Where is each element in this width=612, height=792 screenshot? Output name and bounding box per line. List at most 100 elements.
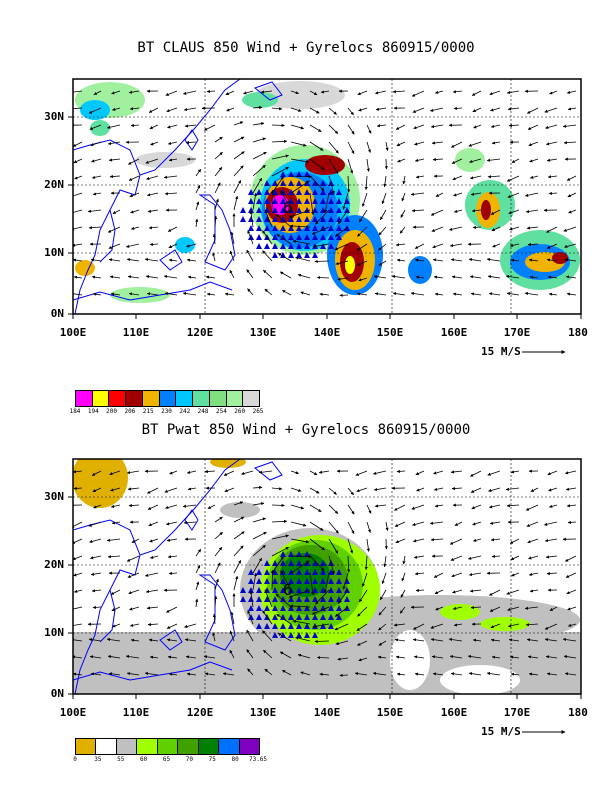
wind-vector bbox=[431, 655, 444, 659]
wind-vector bbox=[290, 554, 312, 559]
gyre-marker bbox=[272, 560, 278, 566]
gyre-marker bbox=[320, 623, 326, 629]
gyre-marker bbox=[320, 614, 326, 620]
wind-vector bbox=[347, 175, 351, 193]
wind-vector bbox=[88, 521, 102, 527]
wind-vector bbox=[452, 175, 463, 181]
panel1-reference-label: 15 M/S bbox=[481, 345, 521, 358]
wind-vector bbox=[414, 158, 425, 162]
panel1-ticks bbox=[68, 116, 582, 319]
wind-vector bbox=[396, 141, 406, 147]
wind-vector bbox=[546, 672, 558, 676]
wind-vector bbox=[548, 191, 558, 195]
wind-vector bbox=[506, 589, 520, 595]
wind-vector bbox=[229, 630, 235, 642]
wind-vector bbox=[471, 209, 482, 213]
wind-vector bbox=[319, 292, 330, 296]
wind-vector bbox=[146, 606, 159, 610]
wind-vector bbox=[92, 192, 102, 196]
wind-vector bbox=[373, 275, 387, 279]
colorbar-label: 265 bbox=[252, 408, 264, 415]
wind-vector bbox=[416, 487, 425, 492]
gyre-marker bbox=[296, 560, 302, 566]
wind-vector bbox=[73, 672, 83, 676]
wind-vector bbox=[233, 545, 244, 557]
wind-vector bbox=[297, 653, 311, 659]
wind-vector bbox=[144, 572, 159, 577]
gyre-marker bbox=[280, 578, 286, 584]
wind-vector bbox=[249, 210, 254, 228]
wind-vector bbox=[252, 137, 267, 143]
wind-vector bbox=[328, 107, 337, 115]
panel2-gyre-markers bbox=[240, 551, 350, 638]
wind-vector bbox=[73, 555, 83, 561]
wind-vector bbox=[127, 487, 140, 491]
gyre-marker bbox=[248, 198, 254, 204]
wind-vector bbox=[206, 89, 216, 93]
gyre-marker bbox=[320, 596, 326, 602]
wind-vector bbox=[214, 198, 219, 211]
wind-vector bbox=[309, 521, 324, 531]
wind-vector bbox=[233, 516, 245, 523]
panel2-map bbox=[73, 459, 581, 694]
wind-vector bbox=[203, 655, 216, 659]
wind-vector bbox=[546, 226, 558, 233]
wind-vector bbox=[108, 158, 121, 162]
wind-vector bbox=[73, 638, 83, 642]
wind-vector bbox=[226, 107, 235, 112]
wind-vector bbox=[527, 538, 539, 544]
wind-vector bbox=[214, 136, 223, 143]
wind-vector bbox=[435, 192, 444, 197]
wind-vector bbox=[435, 606, 444, 611]
wind-vector bbox=[547, 470, 558, 476]
wind-vector bbox=[450, 470, 463, 474]
gyre-marker bbox=[304, 189, 310, 195]
wind-vector bbox=[271, 139, 288, 143]
wind-vector bbox=[413, 623, 425, 630]
wind-vector bbox=[328, 521, 339, 534]
wind-vector bbox=[110, 292, 121, 296]
wind-vector bbox=[506, 504, 520, 508]
wind-vector bbox=[111, 107, 121, 111]
wind-vector bbox=[506, 90, 520, 95]
colorbar-swatch bbox=[219, 739, 240, 754]
wind-vector bbox=[355, 470, 368, 476]
wind-vector bbox=[472, 638, 482, 642]
gyre-marker bbox=[264, 605, 270, 611]
wind-vector bbox=[89, 555, 102, 560]
gyre-marker bbox=[256, 596, 262, 602]
wind-vector bbox=[507, 192, 520, 198]
wind-vector bbox=[415, 275, 425, 279]
panel1-xtick: 140E bbox=[313, 326, 341, 339]
wind-vector bbox=[339, 293, 349, 297]
wind-vector bbox=[528, 258, 539, 262]
panel1-xtick: 180 bbox=[568, 326, 588, 339]
gyre-marker bbox=[272, 198, 278, 204]
wind-vector bbox=[529, 175, 539, 179]
wind-vector bbox=[214, 595, 218, 608]
wind-vector bbox=[566, 175, 577, 181]
wind-vector bbox=[230, 231, 235, 245]
wind-vector bbox=[316, 655, 330, 660]
gyre-marker bbox=[328, 243, 334, 249]
wind-vector bbox=[290, 158, 310, 164]
wind-vector bbox=[527, 242, 539, 247]
gyre-marker bbox=[288, 189, 294, 195]
wind-vector bbox=[109, 470, 121, 476]
gyre-marker bbox=[320, 234, 326, 240]
wind-vector bbox=[366, 538, 370, 552]
wind-vector bbox=[73, 589, 83, 593]
gyre-marker bbox=[280, 234, 286, 240]
gyre-marker bbox=[272, 189, 278, 195]
wind-vector bbox=[413, 655, 425, 659]
wind-vector bbox=[525, 209, 539, 214]
gyre-marker bbox=[296, 243, 302, 249]
gyre-marker bbox=[328, 234, 334, 240]
wind-vector bbox=[126, 470, 140, 475]
wind-vector bbox=[263, 269, 273, 279]
wind-vector bbox=[109, 275, 121, 279]
wind-vector bbox=[246, 249, 254, 262]
wind-vector bbox=[524, 291, 539, 296]
wind-vector bbox=[112, 623, 121, 628]
gyre-marker bbox=[288, 243, 294, 249]
